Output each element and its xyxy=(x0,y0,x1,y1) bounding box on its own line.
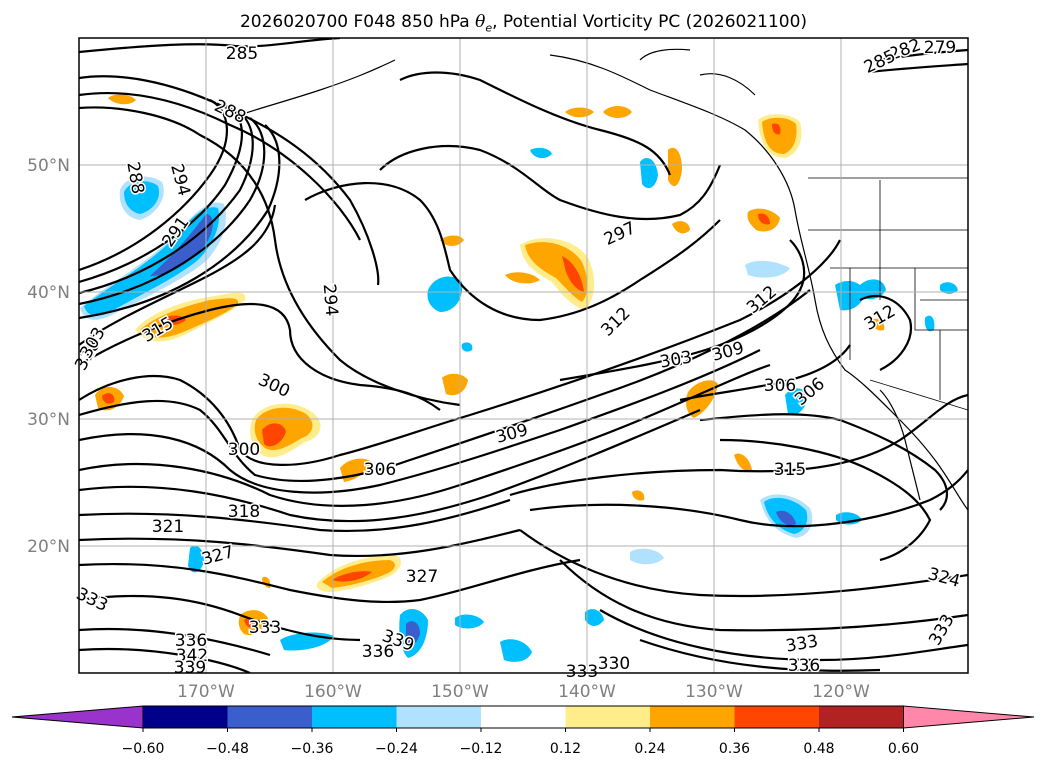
contour-label: 330 xyxy=(598,654,630,674)
contour-label: 342 xyxy=(176,646,208,666)
contour-label: 294 xyxy=(319,283,342,317)
lon-tick-label: 130°W xyxy=(685,682,743,702)
contour-label: 333 xyxy=(249,618,281,638)
contour-label: 327 xyxy=(406,567,438,587)
contour-label: 315 xyxy=(774,460,806,480)
contour-label: 306 xyxy=(364,460,396,480)
lon-tick-label: 140°W xyxy=(558,682,616,702)
lat-axis: 50°N 40°N 30°N 20°N xyxy=(27,156,70,557)
lat-tick-label: 50°N xyxy=(27,156,70,176)
contour-label: 336 xyxy=(788,656,820,676)
colorbar-tick-label: −0.24 xyxy=(375,741,418,757)
title-prefix: 2026020700 F048 850 hPa xyxy=(239,12,476,32)
lon-tick-label: 160°W xyxy=(304,682,362,702)
colorbar-tick-label: −0.60 xyxy=(122,741,165,757)
colorbar-segment xyxy=(565,706,650,728)
colorbar-tick-label: 0.36 xyxy=(719,741,750,757)
colorbar-extend-min xyxy=(11,705,144,729)
colorbar-segment xyxy=(396,706,481,728)
lon-tick-label: 120°W xyxy=(812,682,870,702)
contour-label: 300 xyxy=(228,440,260,460)
colorbar-segment xyxy=(312,706,397,728)
contour-label: 306 xyxy=(764,376,796,396)
colorbar-segment xyxy=(227,706,312,728)
contour-label: 321 xyxy=(152,517,184,537)
contour-label: 336 xyxy=(175,631,207,651)
colorbar-segment xyxy=(734,706,819,728)
colorbar-segment xyxy=(143,706,228,728)
colorbar-segment xyxy=(819,706,904,728)
colorbar-segment xyxy=(481,706,566,728)
contour-label: 318 xyxy=(228,502,260,522)
title-suffix: , Potential Vorticity PC (2026021100) xyxy=(492,12,808,32)
lat-tick-label: 20°N xyxy=(27,537,70,557)
colorbar-tick-label: −0.48 xyxy=(206,741,249,757)
colorbar-frame xyxy=(142,705,904,729)
map-background xyxy=(79,38,968,673)
political-borders xyxy=(808,177,968,411)
colorbar-segment xyxy=(650,706,735,728)
contour-label: 279 xyxy=(924,38,956,58)
colorbar-tick-label: 0.12 xyxy=(550,741,581,757)
pv-negative-anomalies xyxy=(80,147,958,662)
lon-axis: 170°W 160°W 150°W 140°W 130°W 120°W xyxy=(177,682,870,702)
contour-label: 336 xyxy=(362,642,394,662)
colorbar-tick-label: 0.48 xyxy=(803,741,834,757)
colorbar-extend-max xyxy=(903,705,1035,729)
coastlines xyxy=(229,48,968,511)
lat-tick-label: 30°N xyxy=(27,410,70,430)
colorbar: −0.60 −0.48 −0.36 −0.24 −0.12 0.12 0.24 0.36 0.4… xyxy=(11,705,1035,757)
contour-label: 339 xyxy=(174,658,206,678)
map-frame xyxy=(78,37,969,674)
contour-label: 333 xyxy=(566,662,598,682)
colorbar-tick-label: −0.12 xyxy=(460,741,503,757)
contour-label: 285 xyxy=(226,44,258,64)
map-gridlines xyxy=(79,38,968,673)
colorbar-tick-label: −0.36 xyxy=(291,741,334,757)
colorbar-tick-label: 0.24 xyxy=(634,741,665,757)
theta-symbol: θ xyxy=(475,12,486,32)
map-title: 2026020700 F048 850 hPa θe, Potential Vo… xyxy=(0,12,1047,34)
lon-tick-label: 170°W xyxy=(177,682,235,702)
lat-tick-label: 40°N xyxy=(27,283,70,303)
theta-subscript: e xyxy=(485,21,493,35)
lon-tick-label: 150°W xyxy=(431,682,489,702)
colorbar-tick-label: 0.60 xyxy=(888,741,919,757)
